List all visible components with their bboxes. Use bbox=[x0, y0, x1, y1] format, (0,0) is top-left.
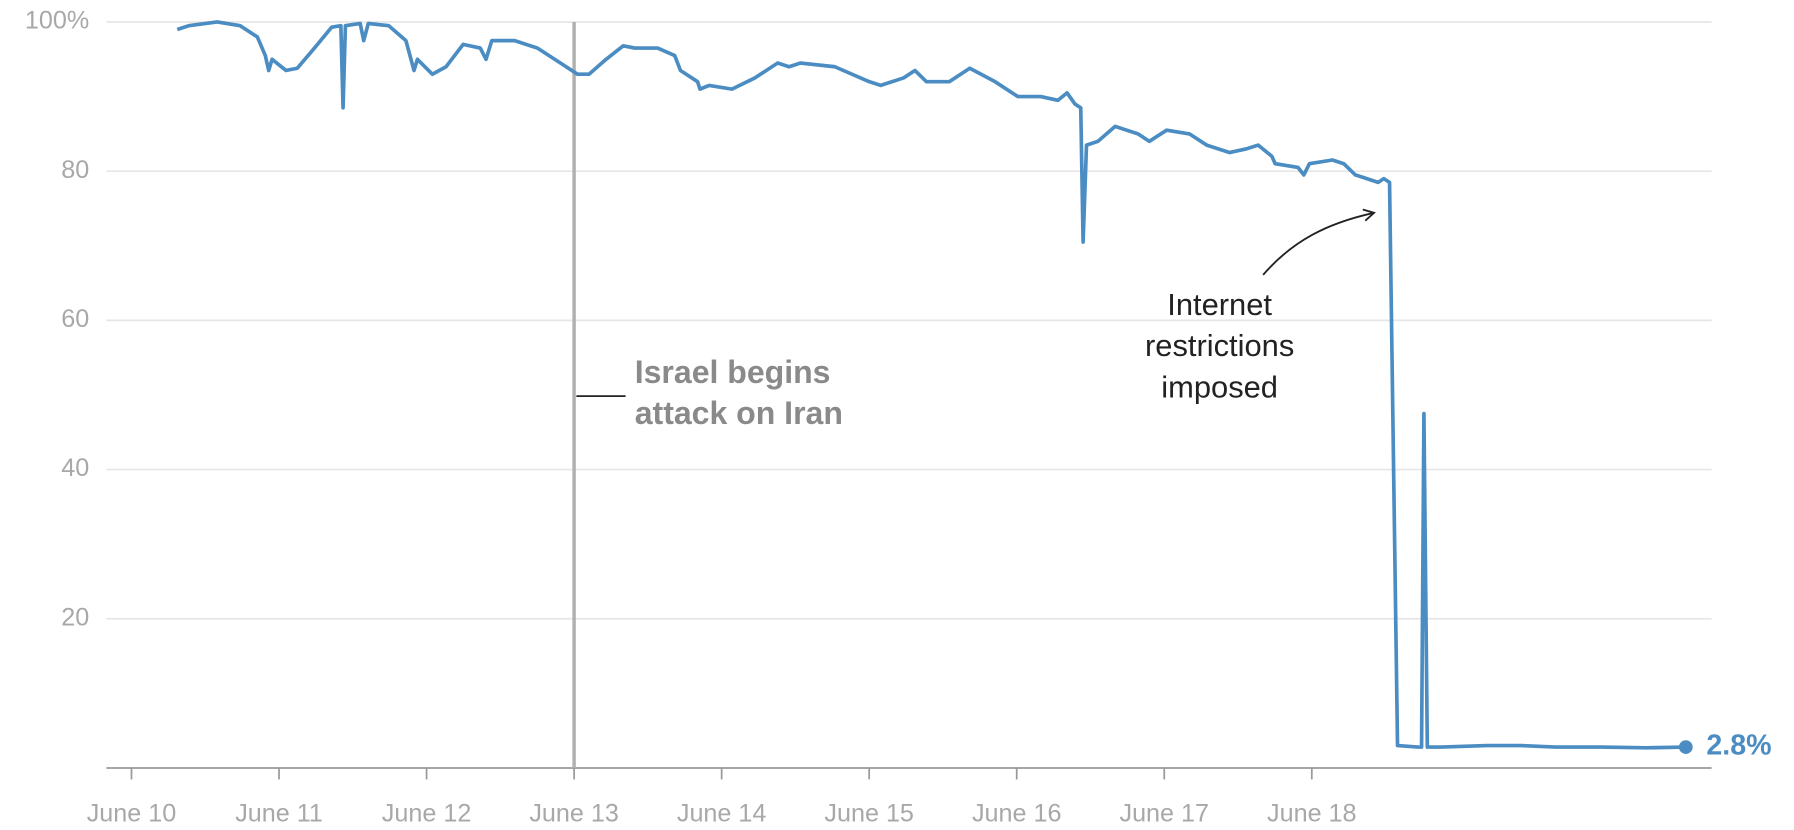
annotation-text: restrictions bbox=[1145, 328, 1294, 363]
x-tick-label: June 10 bbox=[87, 800, 177, 828]
x-tick-label: June 16 bbox=[972, 800, 1062, 828]
end-label: 2.8% bbox=[1706, 730, 1771, 762]
x-tick-label: June 18 bbox=[1267, 800, 1357, 828]
x-tick-label: June 14 bbox=[677, 800, 767, 828]
x-tick-label: June 17 bbox=[1119, 800, 1209, 828]
y-tick-label: 40 bbox=[61, 454, 89, 482]
end-point bbox=[1678, 740, 1693, 754]
y-tick-label: 100% bbox=[25, 7, 89, 35]
y-tick-label: 80 bbox=[61, 156, 89, 184]
x-tick-label: June 15 bbox=[824, 800, 914, 828]
annotation-text: Israel begins bbox=[635, 354, 831, 390]
annotation-text: imposed bbox=[1161, 369, 1278, 404]
y-tick-label: 60 bbox=[61, 305, 89, 333]
x-tick-label: June 13 bbox=[529, 800, 619, 828]
data-line bbox=[176, 20, 1686, 750]
annotation-text: attack on Iran bbox=[635, 395, 843, 431]
y-tick-label: 20 bbox=[61, 603, 89, 631]
x-tick-label: June 12 bbox=[382, 800, 472, 828]
annotation-arrow bbox=[1262, 208, 1376, 276]
x-tick-label: June 11 bbox=[235, 800, 323, 828]
annotation-text: Internet bbox=[1167, 287, 1272, 322]
